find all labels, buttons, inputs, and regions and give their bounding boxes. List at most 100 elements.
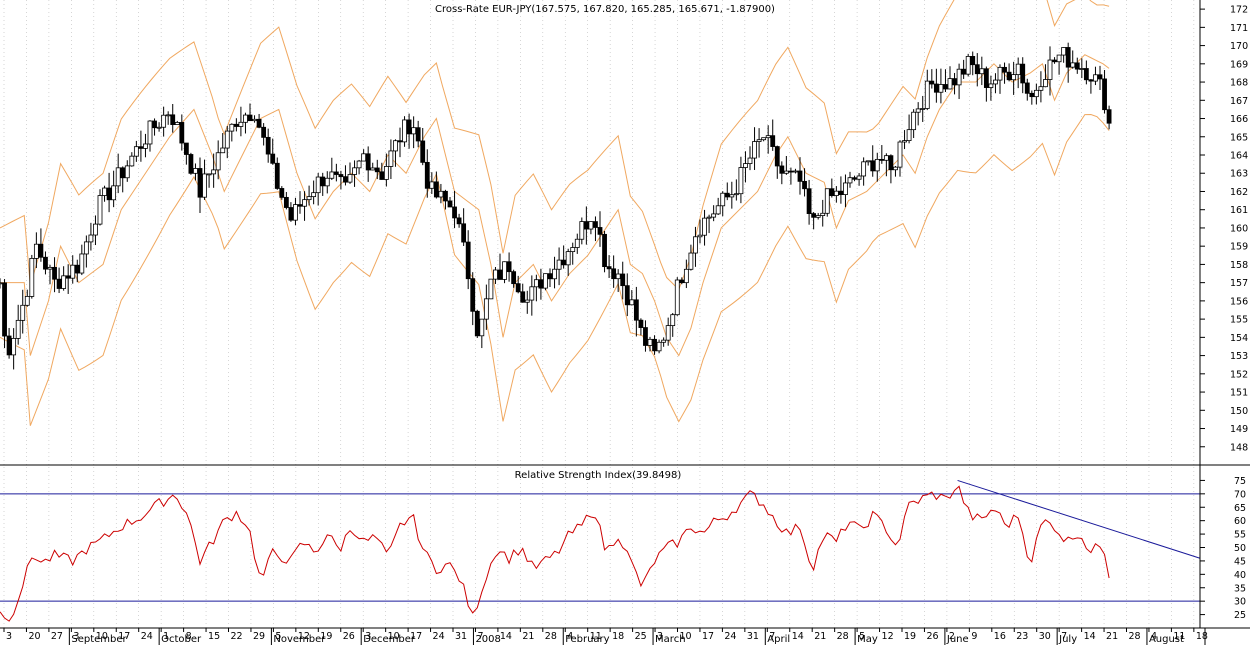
x-month-label: 2008: [475, 634, 500, 645]
candle-body: [829, 188, 835, 196]
candle-body: [983, 68, 989, 88]
x-month-label: May: [857, 634, 878, 645]
candle-body: [661, 339, 667, 343]
candle-body: [338, 174, 344, 178]
price-tick-label: 156: [1230, 296, 1248, 307]
candle-body: [206, 173, 212, 176]
candles: [0, 42, 1112, 370]
candle-body: [470, 278, 476, 312]
rsi-tick-label: 45: [1234, 556, 1246, 567]
candle-body: [61, 275, 67, 289]
candle-body: [693, 236, 698, 254]
candle-body: [133, 146, 139, 157]
candle-body: [174, 122, 180, 125]
candle-body: [906, 129, 912, 141]
x-day-label: 3: [6, 631, 12, 642]
candle-body: [356, 160, 362, 169]
candle-body: [688, 252, 694, 270]
price-tick-label: 163: [1230, 169, 1248, 180]
candle-body: [897, 141, 903, 168]
candle-body: [111, 185, 117, 201]
candle-body: [720, 192, 726, 207]
candle-body: [74, 264, 80, 274]
candle-body: [656, 341, 662, 352]
candle-body: [543, 273, 548, 289]
price-tick-label: 160: [1230, 223, 1248, 234]
candle-body: [1011, 74, 1017, 81]
candle-body: [1043, 79, 1048, 88]
candle-body: [797, 170, 803, 182]
grid: [3, 0, 1195, 628]
x-day-label: 3: [73, 631, 79, 642]
candle-body: [393, 140, 398, 152]
price-tick-label: 167: [1230, 96, 1248, 107]
candle-body: [515, 283, 521, 293]
candle-body: [888, 155, 894, 171]
candle-body: [856, 175, 862, 180]
candle-body: [1020, 63, 1026, 84]
x-day-label: 18: [612, 631, 624, 642]
rsi-tick-label: 40: [1234, 570, 1246, 581]
candle-body: [924, 80, 930, 109]
candle-body: [597, 227, 603, 235]
x-day-label: 10: [388, 631, 400, 642]
x-month-label: December: [363, 634, 416, 645]
x-day-label: 11: [1173, 631, 1185, 642]
x-day-label: 3: [365, 631, 371, 642]
x-day-label: 7: [1061, 631, 1067, 642]
price-tick-label: 170: [1230, 41, 1248, 52]
candle-body: [493, 269, 498, 280]
candle-body: [161, 114, 167, 128]
candle-body: [420, 140, 426, 163]
candle-body: [288, 207, 294, 221]
x-day-label: 17: [410, 631, 422, 642]
rsi-tick-label: 55: [1234, 530, 1246, 541]
candle-body: [238, 121, 244, 127]
x-day-label: 1: [163, 631, 169, 642]
candle-body: [570, 247, 576, 253]
candle-body: [938, 84, 944, 93]
candle-body: [20, 304, 26, 321]
candle-body: [274, 162, 280, 189]
candle-body: [252, 118, 257, 122]
candle-body: [320, 176, 326, 187]
x-day-label: 21: [522, 631, 534, 642]
candle-body: [120, 167, 126, 179]
candle-body: [520, 291, 526, 303]
price-tick-label: 151: [1230, 388, 1248, 399]
rsi-tick-label: 25: [1234, 610, 1246, 621]
candle-body: [1047, 59, 1053, 80]
candle-body: [243, 114, 248, 123]
x-day-label: 10: [680, 631, 692, 642]
candle-body: [833, 190, 839, 196]
candle-body: [143, 143, 148, 149]
candle-body: [783, 170, 789, 174]
bollinger-upper-band: [0, 0, 1110, 291]
candle-body: [624, 285, 630, 306]
candle-body: [820, 212, 826, 216]
x-day-label: 15: [208, 631, 220, 642]
candle-body: [524, 299, 530, 303]
candle-body: [1015, 63, 1021, 76]
candle-body: [183, 142, 189, 155]
candle-body: [997, 66, 1003, 81]
candle-body: [979, 68, 985, 75]
candle-body: [438, 190, 444, 198]
candle-body: [11, 337, 17, 356]
candle-body: [1097, 74, 1103, 80]
candle-body: [738, 167, 744, 195]
x-day-label: 12: [298, 631, 310, 642]
candle-body: [315, 176, 321, 194]
candle-body: [152, 120, 157, 129]
candle-body: [761, 137, 767, 141]
x-day-label: 9: [971, 631, 977, 642]
candle-body: [297, 204, 303, 207]
candle-body: [33, 243, 39, 259]
candle-body: [138, 146, 144, 149]
candle-body: [15, 319, 21, 339]
x-day-label: 23: [1016, 631, 1028, 642]
candle-body: [415, 127, 421, 142]
price-tick-label: 149: [1230, 424, 1248, 435]
candle-body: [411, 127, 417, 135]
